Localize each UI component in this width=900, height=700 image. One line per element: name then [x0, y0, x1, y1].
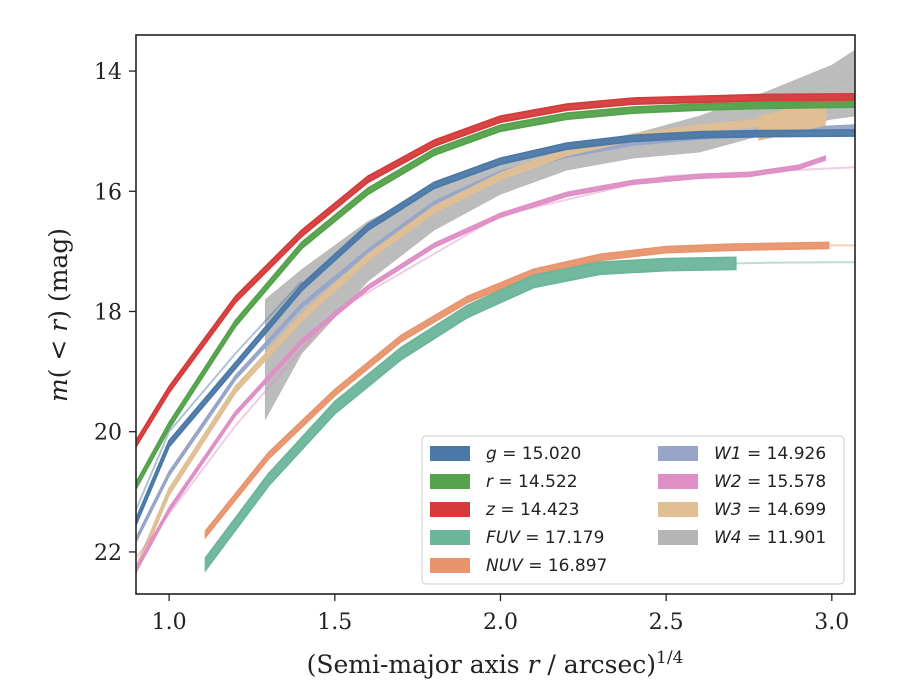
legend-label-w3: W3 = 14.699 — [714, 500, 826, 520]
legend-label-g: g = 15.020 — [486, 444, 581, 464]
legend: g = 15.020 r = 14.522 z = 14.423 FUV = 17.1… — [421, 435, 845, 585]
legend-label-w1: W1 = 14.926 — [714, 444, 826, 464]
plot-frame — [135, 34, 856, 595]
x-tick-label: 2.0 — [483, 610, 518, 635]
x-tick-label: 1.5 — [317, 610, 352, 635]
y-tick-label: 18 — [94, 300, 122, 325]
y-tick-label: 22 — [94, 541, 122, 566]
legend-swatch-z — [430, 502, 470, 517]
legend-swatch-w3 — [658, 502, 698, 517]
y-tick-label: 20 — [94, 421, 122, 446]
x-tick-label: 3.0 — [814, 610, 849, 635]
series-w1-band — [136, 124, 855, 543]
legend-label-fuv: FUV = 17.179 — [486, 528, 604, 548]
series-g-faint-line — [136, 280, 303, 511]
series-r-band — [136, 100, 855, 490]
x-tick-label: 2.5 — [649, 610, 684, 635]
series-w2-band — [136, 155, 827, 573]
series-nuv-band — [204, 241, 830, 540]
legend-box — [421, 435, 845, 585]
y-tick-label: 16 — [94, 180, 122, 205]
legend-swatch-w2 — [658, 474, 698, 489]
series-layer — [136, 49, 855, 574]
legend-swatch-w1 — [658, 446, 698, 461]
legend-label-w4: W4 = 11.901 — [714, 528, 826, 548]
series-g-band — [136, 129, 855, 526]
x-axis-title: (Semi-major axis r / arcsec)1/4 — [307, 648, 684, 679]
legend-label-r: r = 14.522 — [486, 472, 578, 492]
legend-swatch-w4 — [658, 530, 698, 545]
series-fuv-faint-line — [735, 261, 855, 265]
legend-label-nuv: NUV = 16.897 — [486, 556, 607, 576]
legend-swatch-nuv — [430, 558, 470, 573]
series-fuv-band — [204, 256, 737, 573]
legend-label-z: z = 14.423 — [485, 500, 579, 520]
legend-label-w2: W2 = 15.578 — [714, 472, 826, 492]
y-axis-title: m( < r) (mag) — [44, 228, 73, 402]
y-tick-label: 14 — [94, 60, 122, 85]
series-z-band — [136, 92, 855, 449]
legend-swatch-g — [430, 446, 470, 461]
tick-layer: 1.0 1.5 2.0 2.5 3.0 14 16 18 20 22 — [94, 60, 849, 635]
legend-swatch-r — [430, 474, 470, 489]
legend-swatch-fuv — [430, 530, 470, 545]
x-tick-label: 1.0 — [152, 610, 187, 635]
